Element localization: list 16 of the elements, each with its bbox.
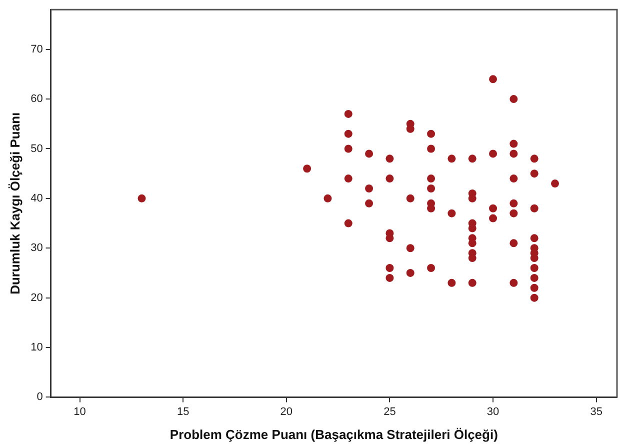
x-tick-label: 30 bbox=[486, 406, 500, 418]
x-tick-label: 25 bbox=[384, 406, 396, 418]
y-axis-title: Durumluk Kaygı Ölçeği Puanı bbox=[7, 112, 22, 294]
y-tick-label: 40 bbox=[30, 192, 43, 204]
y-tick-label: 30 bbox=[30, 242, 43, 254]
x-tick-label: 20 bbox=[280, 406, 293, 418]
x-tick-label: 35 bbox=[590, 406, 602, 418]
y-tick-label: 50 bbox=[30, 142, 43, 155]
x-axis-title: Problem Çözme Puanı (Başaçıkma Stratejileri Ölçeği) bbox=[170, 426, 498, 442]
x-tick-label: 15 bbox=[176, 406, 190, 418]
y-tick-label: 60 bbox=[30, 93, 43, 106]
x-tick-label: 10 bbox=[74, 406, 86, 418]
y-tick-label: 70 bbox=[30, 43, 43, 56]
y-tick-label: 0 bbox=[36, 391, 43, 404]
y-tick-label: 20 bbox=[30, 292, 43, 304]
y-tick-label: 10 bbox=[30, 342, 43, 354]
